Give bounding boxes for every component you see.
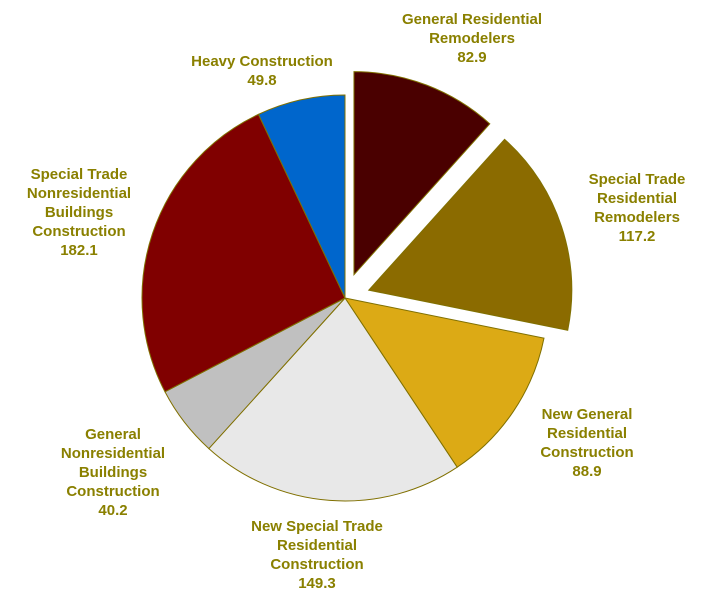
- category-name: General Residential Remodelers: [401, 11, 543, 47]
- category-name: New Special Trade Residential Constructi…: [251, 518, 383, 573]
- pie-slice: [367, 138, 573, 331]
- slice-label: General Residential Remodelers 82.9: [387, 10, 557, 67]
- category-name: New General Residential Construction: [540, 406, 634, 461]
- value-label: 117.2: [618, 228, 656, 245]
- slice-label: Special Trade Residential Remodelers 117.…: [572, 170, 702, 246]
- pie-slice: [208, 297, 458, 502]
- value-label: 182.1: [60, 242, 98, 259]
- value-label: 49.8: [247, 72, 277, 89]
- value-label: 82.9: [457, 49, 487, 66]
- slice-label: General Nonresidential Buildings Constru…: [43, 425, 183, 520]
- category-name: Heavy Construction: [191, 53, 333, 70]
- slice-label: New Special Trade Residential Constructi…: [232, 517, 402, 593]
- value-label: 40.2: [98, 502, 128, 519]
- slice-label: New General Residential Construction 88.9: [525, 405, 650, 481]
- value-label: 149.3: [298, 575, 336, 592]
- slice-label: Heavy Construction 49.8: [162, 52, 362, 90]
- value-label: 88.9: [572, 463, 602, 480]
- pie-slice: [257, 94, 346, 299]
- category-name: Special Trade Nonresidential Buildings C…: [26, 166, 132, 240]
- pie-slice: [343, 297, 545, 468]
- pie-slice: [353, 71, 491, 276]
- pie-slice: [141, 113, 346, 393]
- category-name: General Nonresidential Buildings Constru…: [60, 426, 166, 500]
- slice-label: Special Trade Nonresidential Buildings C…: [9, 165, 149, 260]
- category-name: Special Trade Residential Remodelers: [588, 171, 686, 226]
